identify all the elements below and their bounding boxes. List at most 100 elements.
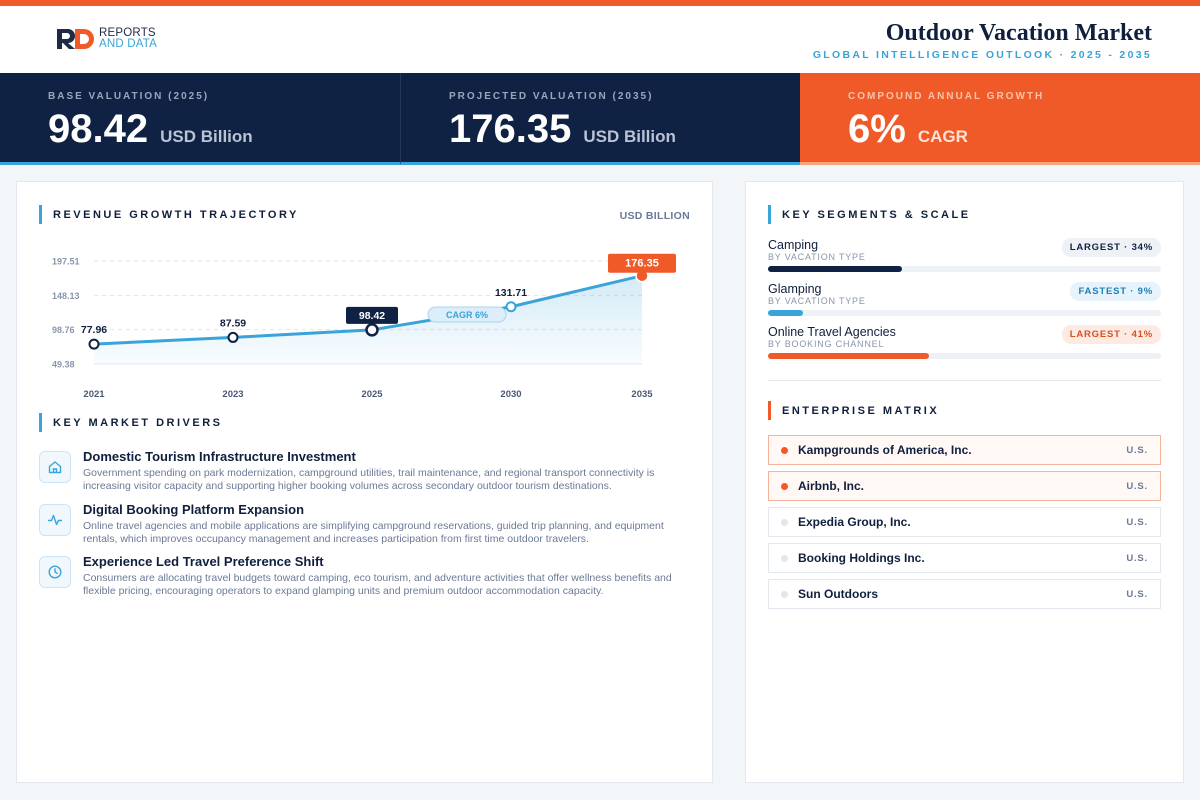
enterprise-row[interactable]: Sun Outdoors U.S. bbox=[768, 579, 1161, 609]
y-tick-label: 49.38 bbox=[52, 360, 75, 370]
clock-icon bbox=[39, 556, 71, 588]
data-label: 77.96 bbox=[81, 324, 107, 336]
cagr-pill bbox=[427, 306, 507, 323]
company-name: Expedia Group, Inc. bbox=[798, 515, 911, 529]
driver-title: Domestic Tourism Infrastructure Investme… bbox=[83, 449, 356, 464]
segment-share-fill bbox=[768, 266, 902, 272]
data-point-marker bbox=[365, 323, 379, 337]
segment-item: Camping BY VACATION TYPE LARGEST · 34% bbox=[768, 238, 1161, 278]
activity-icon bbox=[39, 504, 71, 536]
driver-title: Digital Booking Platform Expansion bbox=[83, 502, 305, 517]
company-country: U.S. bbox=[1126, 481, 1148, 492]
data-point-marker bbox=[505, 301, 517, 313]
driver-description: Consumers are allocating travel budgets … bbox=[83, 572, 672, 597]
segment-badge: LARGEST · 41% bbox=[1061, 325, 1161, 344]
enterprise-row[interactable]: Expedia Group, Inc. U.S. bbox=[768, 507, 1161, 537]
revenue-section-title: REVENUE GROWTH TRAJECTORY bbox=[53, 208, 299, 221]
kpi-value: 6% bbox=[848, 107, 906, 151]
status-dot bbox=[781, 591, 788, 598]
data-point-marker bbox=[227, 331, 239, 343]
enterprise-row[interactable]: Airbnb, Inc. U.S. bbox=[768, 471, 1161, 501]
page-title: Outdoor Vacation Market bbox=[885, 20, 1152, 46]
data-label-box bbox=[608, 253, 676, 273]
x-tick-label: 2021 bbox=[83, 389, 105, 400]
section-accent-bar bbox=[768, 205, 771, 224]
segments-section-title: KEY SEGMENTS & SCALE bbox=[782, 208, 971, 221]
page-subtitle: GLOBAL INTELLIGENCE OUTLOOK · 2025 - 203… bbox=[812, 49, 1152, 61]
kpi-label: PROJECTED VALUATION (2035) bbox=[449, 91, 654, 102]
segment-category: BY VACATION TYPE bbox=[768, 252, 866, 262]
driver-title: Experience Led Travel Preference Shift bbox=[83, 554, 324, 569]
segment-item: Online Travel Agencies BY BOOKING CHANNE… bbox=[768, 325, 1161, 365]
section-accent-bar bbox=[768, 401, 771, 420]
kpi-unit: USD Billion bbox=[583, 127, 676, 146]
status-dot bbox=[781, 447, 788, 454]
segment-category: BY BOOKING CHANNEL bbox=[768, 339, 885, 349]
kpi-unit: USD Billion bbox=[160, 127, 253, 146]
data-label-box bbox=[346, 306, 398, 324]
x-tick-label: 2023 bbox=[222, 389, 243, 400]
data-label: 131.71 bbox=[495, 287, 527, 299]
section-accent-bar bbox=[39, 205, 42, 224]
x-tick-label: 2035 bbox=[631, 389, 653, 400]
company-country: U.S. bbox=[1126, 445, 1148, 456]
segments-card: KEY SEGMENTS & SCALE Camping BY VACATION… bbox=[745, 181, 1184, 783]
drivers-section-title: KEY MARKET DRIVERS bbox=[53, 416, 223, 429]
segment-share-track bbox=[768, 266, 1161, 272]
kpi-cagr: COMPOUND ANNUAL GROWTH 6% CAGR bbox=[800, 73, 1200, 165]
revenue-section-header: REVENUE GROWTH TRAJECTORY bbox=[39, 205, 299, 224]
x-tick-label: 2025 bbox=[361, 389, 383, 400]
brand-logo[interactable]: REPORTS AND DATA bbox=[55, 27, 157, 51]
x-tick-label: 2030 bbox=[500, 389, 521, 400]
logo-mark-icon bbox=[57, 29, 94, 49]
segment-category: BY VACATION TYPE bbox=[768, 296, 866, 306]
data-label: 87.59 bbox=[220, 317, 246, 329]
home-icon bbox=[39, 451, 71, 483]
data-label: 98.42 bbox=[359, 310, 385, 322]
company-country: U.S. bbox=[1126, 553, 1148, 564]
company-country: U.S. bbox=[1126, 517, 1148, 528]
status-dot bbox=[781, 483, 788, 490]
segment-item: Glamping BY VACATION TYPE FASTEST · 9% bbox=[768, 282, 1161, 322]
driver-description: Online travel agencies and mobile applic… bbox=[83, 520, 664, 545]
segment-share-fill bbox=[768, 353, 930, 359]
logo-text: REPORTS AND DATA bbox=[99, 27, 158, 50]
enterprise-row[interactable]: Kampgrounds of America, Inc. U.S. bbox=[768, 435, 1161, 465]
segment-badge: LARGEST · 34% bbox=[1061, 238, 1161, 257]
kpi-unit: CAGR bbox=[917, 127, 968, 146]
kpi-value: 176.35 bbox=[449, 107, 572, 151]
logo-line1: REPORTS bbox=[99, 27, 156, 39]
segment-share-fill bbox=[768, 310, 804, 316]
y-tick-label: 148.13 bbox=[52, 291, 80, 301]
data-label: 176.35 bbox=[625, 258, 659, 270]
cagr-pill-label: CAGR 6% bbox=[446, 310, 488, 320]
top-accent-bar bbox=[0, 0, 1200, 6]
enterprise-row[interactable]: Booking Holdings Inc. U.S. bbox=[768, 543, 1161, 573]
company-name: Sun Outdoors bbox=[798, 587, 878, 601]
revenue-chart: 49.38 98.76 148.13 197.51 CAGR 6% 77.96 2021 87… bbox=[52, 253, 676, 400]
segment-name: Online Travel Agencies bbox=[768, 325, 896, 339]
y-tick-label: 98.76 bbox=[52, 325, 75, 335]
data-point-marker bbox=[88, 338, 100, 350]
segments-section-header: KEY SEGMENTS & SCALE bbox=[768, 205, 971, 224]
company-name: Kampgrounds of America, Inc. bbox=[798, 443, 972, 457]
segment-name: Camping bbox=[768, 238, 819, 252]
logo-line2: AND DATA bbox=[99, 38, 158, 50]
kpi-label: COMPOUND ANNUAL GROWTH bbox=[848, 91, 1045, 102]
segment-name: Glamping bbox=[768, 282, 822, 296]
driver-description: Government spending on park modernizatio… bbox=[83, 467, 655, 492]
company-name: Booking Holdings Inc. bbox=[798, 551, 925, 565]
enterprise-section-title: ENTERPRISE MATRIX bbox=[782, 404, 940, 417]
status-dot bbox=[781, 555, 788, 562]
kpi-value-row: 176.35 USD Billion bbox=[449, 107, 676, 152]
enterprise-section-header: ENTERPRISE MATRIX bbox=[768, 401, 939, 420]
kpi-value-row: 98.42 USD Billion bbox=[48, 107, 253, 152]
kpi-label: BASE VALUATION (2025) bbox=[48, 91, 210, 102]
company-country: U.S. bbox=[1126, 589, 1148, 600]
header: REPORTS AND DATA Outdoor Vacation Market… bbox=[0, 6, 1200, 73]
segment-share-track bbox=[768, 353, 1161, 359]
section-divider bbox=[768, 380, 1161, 381]
y-tick-label: 197.51 bbox=[52, 257, 80, 267]
kpi-base-valuation: BASE VALUATION (2025) 98.42 USD Billion bbox=[0, 73, 400, 165]
revenue-card: REVENUE GROWTH TRAJECTORY USD BILLION 49… bbox=[16, 181, 713, 783]
